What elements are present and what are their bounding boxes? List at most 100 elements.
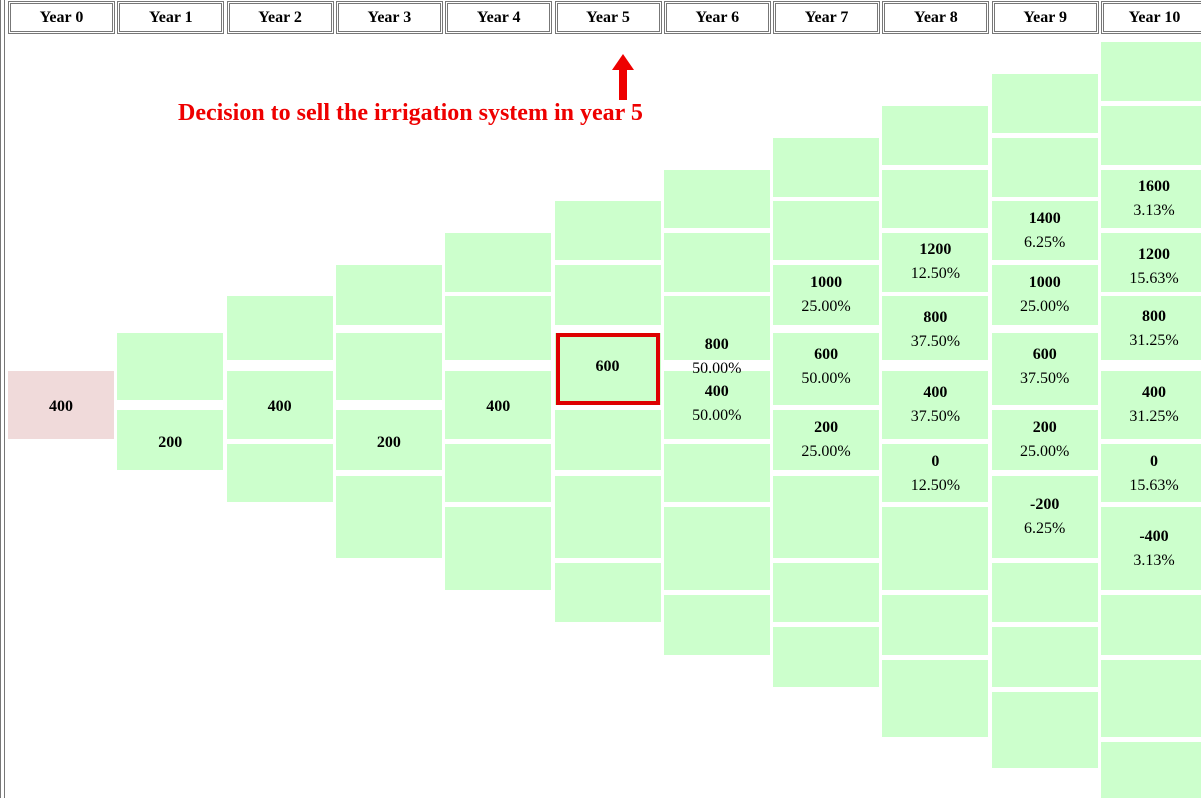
node-box (773, 265, 880, 325)
node-value: 200 (1032, 419, 1057, 436)
node-label: 0 12.50% (882, 450, 988, 498)
node-value: 800 (1142, 308, 1166, 325)
node-value: 400 (49, 398, 73, 415)
node-box (554, 410, 661, 470)
node-label: 400 31.25% (1101, 381, 1201, 429)
node-label: 600 50.00% (773, 343, 879, 391)
node-box (663, 595, 770, 655)
node-box (663, 170, 770, 228)
node-box (991, 692, 1098, 768)
node-box (1101, 660, 1201, 737)
node-value: 400 (267, 398, 292, 415)
node-box (117, 333, 224, 400)
node-probability: 50.00% (692, 360, 742, 377)
node-probability: 25.00% (801, 298, 851, 315)
node-label: 800 50.00% (664, 333, 770, 381)
node-label: 1200 15.63% (1101, 243, 1201, 291)
node-label: 400 37.50% (882, 381, 988, 429)
node-box (991, 201, 1098, 260)
node-value: -200 (1030, 496, 1060, 513)
column-header: Year 4 (445, 1, 553, 34)
annotation: Decision to sell the irrigation system i… (178, 100, 643, 126)
node-value: 800 (923, 309, 948, 326)
node-box (663, 233, 770, 292)
node-label: 400 (227, 395, 333, 419)
node-box (991, 333, 1098, 405)
node-box (554, 333, 661, 405)
column-header: Year 1 (117, 1, 225, 34)
node-box (226, 371, 333, 439)
node-box (1101, 233, 1201, 292)
node-box (773, 201, 880, 260)
node-probability: 12.50% (910, 265, 961, 282)
node-box (773, 138, 880, 197)
column-header: Year 10 (1101, 1, 1201, 34)
node-box (991, 563, 1098, 622)
node-box (882, 233, 989, 292)
node-probability: 37.50% (1020, 370, 1070, 387)
node-box (554, 265, 661, 325)
node-box (1101, 595, 1201, 655)
node-value: 200 (814, 419, 839, 436)
node-value: 200 (158, 434, 183, 451)
node-box (335, 265, 442, 325)
node-value: 1400 (1028, 210, 1061, 227)
node-probability: 15.63% (1129, 270, 1179, 287)
left-border (0, 0, 5, 798)
node-box (226, 296, 333, 360)
node-probability: 12.50% (910, 477, 961, 494)
node-value: 1200 (919, 241, 952, 258)
node-probability: 50.00% (692, 407, 742, 424)
node-box (1101, 742, 1201, 798)
node-value: 600 (1032, 346, 1057, 363)
node-box (554, 563, 661, 622)
column-header: Year 9 (991, 1, 1099, 34)
node-box (335, 476, 442, 558)
node-box (1101, 170, 1201, 228)
node-box (773, 333, 880, 405)
node-box (773, 627, 880, 687)
node-box (445, 507, 552, 590)
node-box (554, 201, 661, 260)
node-label: -400 3.13% (1101, 525, 1201, 573)
node-box (882, 106, 989, 165)
node-box (117, 410, 224, 470)
node-box (1101, 507, 1201, 590)
node-box (1101, 444, 1201, 502)
node-label: -200 6.25% (992, 493, 1098, 541)
column-header: Year 2 (226, 1, 334, 34)
node-label: 0 15.63% (1101, 450, 1201, 498)
column-header: Year 6 (663, 1, 771, 34)
node-label: 1000 25.00% (992, 271, 1098, 319)
node-probability: 31.25% (1129, 332, 1179, 349)
node-label: 1000 25.00% (773, 271, 879, 319)
node-box (773, 563, 880, 622)
arrow (612, 54, 634, 100)
node-value: 1600 (1138, 178, 1170, 195)
node-probability: 6.25% (1024, 520, 1066, 537)
node-value: 600 (595, 358, 620, 375)
node-value: 600 (814, 346, 839, 363)
node-value: 800 (704, 336, 729, 353)
node-value: 400 (704, 383, 729, 400)
node-value: -400 (1139, 528, 1169, 545)
node-probability: 37.50% (910, 408, 961, 425)
column-header: Year 7 (773, 1, 881, 34)
node-box (335, 410, 442, 470)
column-header: Year 8 (882, 1, 990, 34)
node-probability: 31.25% (1129, 408, 1179, 425)
node-box (226, 444, 333, 502)
node-box (1101, 296, 1201, 360)
node-label: 400 (8, 395, 114, 419)
node-box (882, 660, 989, 737)
node-label: 600 (555, 355, 661, 379)
node-label: 800 37.50% (882, 306, 988, 354)
node-label: 400 (445, 395, 551, 419)
node-probability: 3.13% (1133, 202, 1175, 219)
node-value: 1000 (810, 274, 843, 291)
node-box (445, 296, 552, 360)
node-box (445, 233, 552, 292)
node-label: 200 25.00% (773, 416, 879, 464)
node-box (1101, 106, 1201, 165)
